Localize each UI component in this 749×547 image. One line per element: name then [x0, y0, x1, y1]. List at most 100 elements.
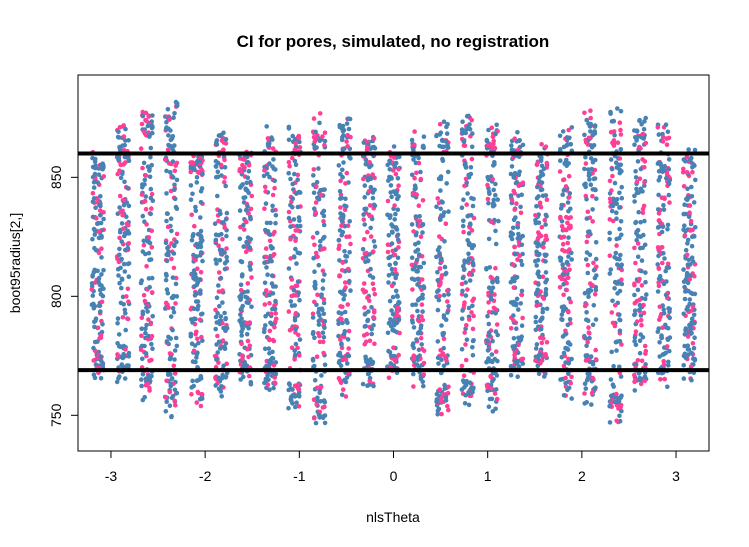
data-point-blue — [321, 300, 327, 306]
data-point-blue — [163, 271, 169, 277]
data-point-blue — [419, 342, 425, 347]
data-point-blue — [435, 339, 441, 344]
data-point-pink — [241, 227, 247, 232]
data-point-pink — [339, 268, 345, 273]
data-point-pink — [658, 377, 663, 382]
data-point-blue — [319, 292, 324, 298]
data-point-blue — [641, 126, 647, 132]
y-tick-label: 800 — [48, 284, 64, 308]
data-point-pink — [322, 404, 327, 410]
data-point-pink — [563, 375, 568, 381]
data-point-pink — [438, 353, 444, 358]
data-point-pink — [690, 304, 696, 310]
data-point-blue — [395, 255, 401, 261]
data-point-blue — [468, 165, 474, 170]
data-point-pink — [163, 395, 169, 400]
data-point-blue — [189, 237, 195, 243]
data-point-blue — [313, 282, 318, 287]
data-point-blue — [538, 326, 544, 332]
data-point-blue — [613, 250, 619, 256]
data-point-blue — [462, 401, 468, 406]
data-point-pink — [412, 129, 417, 134]
data-point-blue — [538, 156, 544, 161]
data-point-blue — [486, 356, 491, 361]
data-point-blue — [96, 172, 102, 177]
data-point-blue — [465, 214, 471, 219]
data-point-blue — [99, 235, 104, 240]
data-point-pink — [680, 170, 686, 175]
data-point-blue — [342, 223, 348, 229]
data-point-pink — [664, 344, 670, 349]
data-point-blue — [642, 242, 648, 248]
data-point-blue — [395, 232, 401, 238]
data-point-pink — [642, 343, 648, 349]
data-point-blue — [569, 396, 574, 401]
data-point-blue — [313, 420, 319, 426]
data-point-pink — [249, 193, 255, 199]
data-point-blue — [270, 208, 275, 213]
data-point-blue — [566, 235, 571, 240]
data-point-blue — [634, 186, 639, 192]
data-point-blue — [560, 262, 565, 268]
data-point-pink — [488, 374, 494, 380]
data-point-blue — [238, 377, 243, 382]
data-point-blue — [223, 217, 229, 222]
data-point-pink — [542, 353, 547, 359]
data-point-pink — [243, 249, 249, 255]
data-point-blue — [168, 381, 173, 386]
data-point-blue — [442, 239, 447, 244]
data-point-blue — [195, 232, 201, 237]
data-point-pink — [512, 207, 517, 212]
data-point-pink — [371, 136, 377, 141]
data-point-blue — [639, 268, 644, 274]
data-point-blue — [140, 113, 146, 119]
data-point-pink — [446, 384, 451, 390]
data-point-pink — [435, 196, 441, 201]
data-point-pink — [314, 184, 319, 189]
data-point-blue — [395, 176, 401, 181]
data-point-blue — [286, 126, 292, 131]
data-point-blue — [295, 177, 301, 182]
data-point-pink — [246, 211, 251, 216]
data-point-blue — [608, 267, 614, 272]
data-point-blue — [386, 280, 391, 285]
data-point-pink — [493, 349, 499, 354]
data-point-pink — [585, 209, 591, 215]
data-point-pink — [188, 169, 193, 175]
data-point-blue — [339, 311, 344, 316]
data-point-pink — [139, 121, 145, 127]
data-point-blue — [386, 233, 392, 238]
data-point-pink — [585, 262, 591, 268]
data-point-blue — [490, 338, 495, 344]
data-point-pink — [396, 167, 401, 172]
data-point-blue — [368, 225, 374, 231]
data-point-blue — [439, 357, 444, 363]
data-point-blue — [513, 343, 518, 349]
data-point-pink — [565, 275, 571, 281]
data-point-blue — [484, 359, 489, 365]
data-point-pink — [541, 336, 546, 341]
data-point-blue — [317, 313, 322, 318]
data-point-pink — [512, 244, 517, 250]
data-point-pink — [267, 328, 273, 334]
data-point-pink — [139, 333, 144, 339]
data-point-blue — [490, 280, 495, 285]
data-point-pink — [286, 309, 292, 314]
data-point-blue — [466, 256, 472, 261]
data-point-pink — [665, 261, 671, 267]
data-point-blue — [362, 222, 368, 227]
data-point-pink — [416, 318, 422, 324]
data-point-blue — [466, 251, 471, 257]
data-point-pink — [656, 218, 662, 223]
data-point-blue — [97, 202, 102, 208]
data-point-blue — [441, 330, 447, 336]
data-point-blue — [470, 131, 475, 136]
data-point-blue — [311, 330, 316, 335]
data-point-blue — [491, 197, 497, 203]
data-point-blue — [632, 308, 638, 314]
data-point-blue — [508, 372, 514, 378]
data-point-blue — [632, 335, 638, 340]
data-point-pink — [564, 227, 569, 233]
data-point-blue — [657, 340, 662, 345]
data-point-blue — [490, 203, 496, 209]
